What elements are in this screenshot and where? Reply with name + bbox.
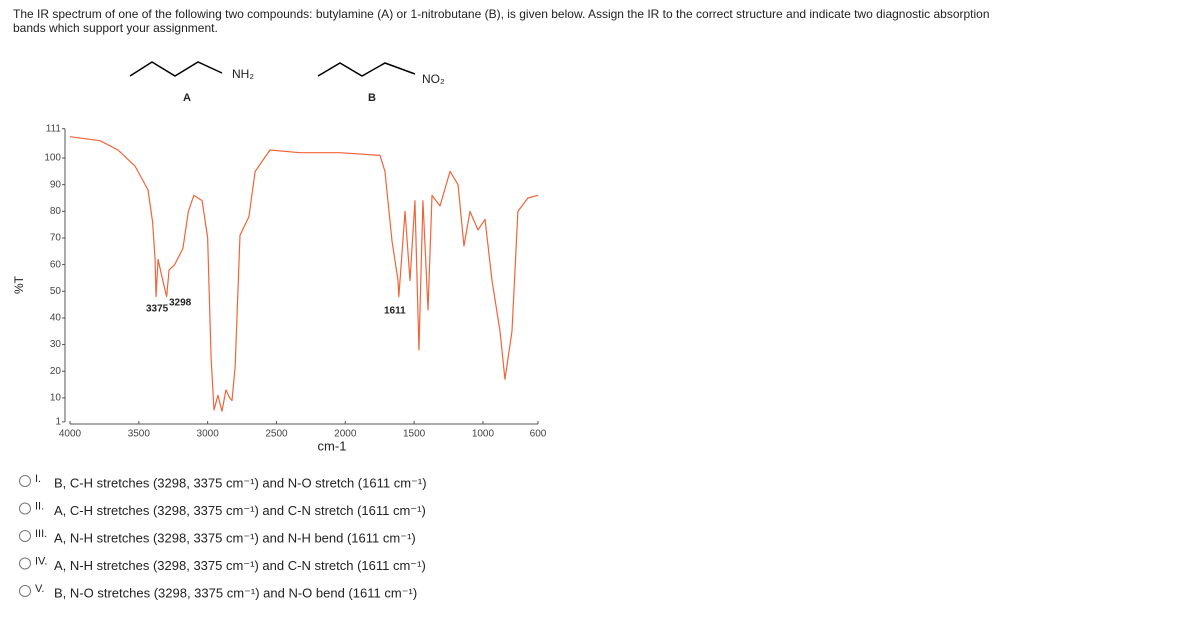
y-tick-label: 80 [50,206,62,217]
x-tick-label: 1500 [403,429,426,440]
radio-button[interactable] [19,530,31,542]
y-tick-label: 50 [50,286,62,297]
radio-button[interactable] [19,585,31,597]
x-tick-label: 2000 [334,429,357,440]
x-tick-label: 600 [530,429,547,440]
group-label: NH₂ [232,67,254,81]
y-tick-label: 60 [50,259,62,270]
radio-button[interactable] [19,557,31,570]
compound-label: A [183,92,191,104]
y-tick-label: 111 [46,123,62,134]
group-label: NO₂ [422,72,445,86]
option-text[interactable]: A, N-H stretches (3298, 3375 cm⁻¹) and C… [54,558,426,573]
y-tick-label: 90 [50,179,62,190]
radio-button[interactable] [19,502,31,515]
option-numeral[interactable]: IV. [35,555,47,567]
option-numeral[interactable]: III. [35,528,47,540]
option-text[interactable]: B, N-O stretches (3298, 3375 cm⁻¹) and N… [54,585,417,600]
y-tick-label: 30 [50,339,62,350]
peak-annotation: 3298 [169,298,192,309]
x-tick-label: 1000 [472,429,495,440]
structure-a [129,61,223,77]
radio-button[interactable] [19,475,31,487]
y-tick-label: 20 [50,366,62,377]
x-axis-label: cm-1 [318,438,347,453]
y-tick-label: 70 [50,233,62,244]
option-numeral[interactable]: I. [35,473,41,485]
peak-annotation: 1611 [384,306,406,317]
option-text[interactable]: B, C-H stretches (3298, 3375 cm⁻¹) and N… [54,475,427,490]
question-line: The IR spectrum of one of the following … [13,7,990,21]
y-tick-label: 100 [44,153,61,164]
y-tick-label: 40 [50,313,62,324]
spectrum-line [69,136,539,412]
x-tick-label: 4000 [59,429,82,440]
y-tick-label: 1 [55,417,61,428]
structure-b [317,62,416,77]
question-line: bands which support your assignment. [13,21,218,35]
peak-annotation: 3375 [146,304,169,315]
option-text[interactable]: A, C-H stretches (3298, 3375 cm⁻¹) and C… [54,503,426,518]
option-text[interactable]: A, N-H stretches (3298, 3375 cm⁻¹) and N… [54,530,416,545]
option-numeral[interactable]: V. [35,583,44,595]
y-axis-label: %T [12,275,26,294]
x-tick-label: 2500 [265,429,288,440]
option-numeral[interactable]: II. [35,500,44,512]
compound-label: B [368,92,376,104]
x-tick-label: 3000 [197,429,220,440]
y-tick-label: 10 [50,393,62,404]
x-tick-label: 3500 [128,429,151,440]
